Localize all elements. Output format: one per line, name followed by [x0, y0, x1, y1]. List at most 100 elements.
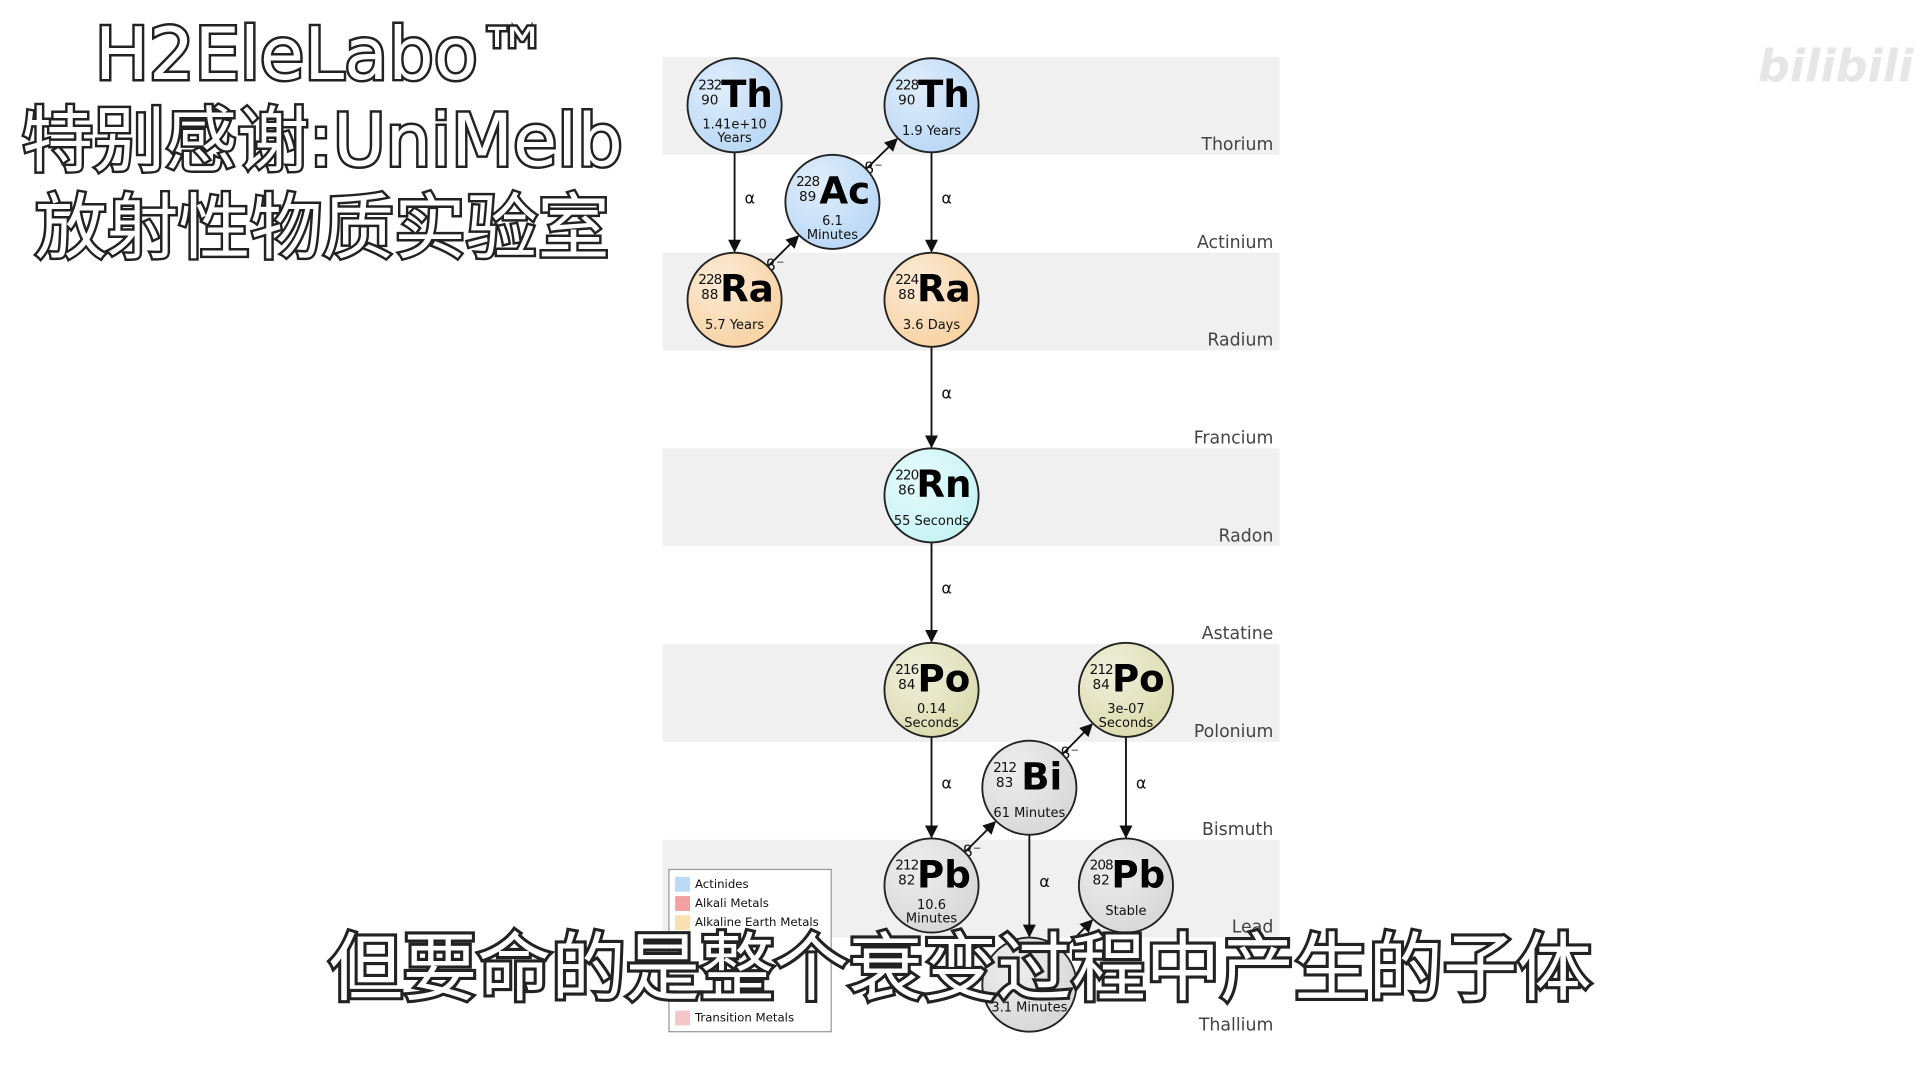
watermark: bilibili — [1758, 40, 1914, 92]
atomic-number: 83 — [996, 775, 1013, 791]
atomic-number: 82 — [1093, 873, 1110, 889]
mass-number: 228 — [895, 77, 918, 93]
half-life: Years — [716, 131, 752, 146]
isotope-shine — [786, 156, 879, 248]
half-life: Minutes — [906, 911, 957, 926]
isotope-shine — [885, 59, 978, 152]
mass-number: 228 — [698, 272, 721, 288]
row-label: Francium — [1194, 428, 1274, 448]
mass-number: 224 — [895, 272, 918, 288]
mass-number: 208 — [1090, 858, 1113, 874]
half-life: 1.9 Years — [902, 124, 961, 139]
half-life: 1.41e+10 — [702, 118, 766, 133]
decay-label: α — [941, 773, 952, 792]
half-life: 3.1 Minutes — [991, 1001, 1067, 1016]
legend-box — [668, 868, 832, 1033]
half-life: Seconds — [1099, 716, 1154, 731]
atomic-number: 82 — [898, 873, 915, 889]
half-life: 5.7 Years — [705, 318, 764, 333]
atomic-number: 90 — [898, 92, 915, 108]
isotope-symbol: Rn — [916, 463, 971, 506]
decay-label: α — [941, 383, 952, 402]
header-line: 放射性物质实验室 — [35, 185, 610, 269]
isotope-shine — [885, 644, 978, 736]
isotope-symbol: Bi — [1021, 756, 1062, 799]
row-label: Radon — [1218, 526, 1273, 546]
mass-number: 228 — [796, 174, 819, 190]
mass-number: 212 — [895, 858, 918, 874]
mass-number: 212 — [1090, 662, 1113, 678]
header-line: H2EleLabo™ — [95, 12, 550, 96]
half-life: 3e-07 — [1107, 702, 1145, 717]
atomic-number: 89 — [799, 189, 816, 205]
atomic-number: 84 — [898, 677, 915, 693]
legend-swatch — [675, 876, 690, 892]
isotope-shine — [885, 839, 978, 932]
isotope-shine — [688, 59, 781, 152]
half-life: 55 Seconds — [894, 514, 970, 529]
decay-arrow — [964, 820, 997, 853]
decay-label: α — [941, 578, 952, 597]
isotope-shine — [1080, 839, 1172, 932]
half-life: Minutes — [807, 228, 858, 243]
half-life: 3.6 Days — [903, 318, 960, 333]
isotope-shine — [688, 253, 781, 346]
row-label: Polonium — [1194, 722, 1274, 742]
half-life: 10.6 — [917, 898, 946, 913]
half-life: 61 Minutes — [993, 806, 1065, 821]
mass-number: 216 — [895, 662, 918, 678]
isotope-shine — [1080, 644, 1172, 736]
half-life: 6.1 — [822, 214, 843, 229]
decay-label: α — [941, 188, 952, 207]
isotope-symbol: Th — [918, 73, 970, 116]
legend-label: Transition Metals — [694, 1011, 794, 1025]
isotope-shine — [983, 938, 1076, 1031]
atomic-number: 84 — [1093, 677, 1110, 693]
isotope-shine — [983, 741, 1076, 834]
legend-swatch — [675, 915, 690, 931]
isotope-symbol: Po — [1112, 658, 1165, 701]
isotope-symbol: Ra — [917, 268, 971, 311]
row-label: Bismuth — [1202, 820, 1273, 840]
legend-label: Alkaline Earth Metals — [695, 915, 819, 929]
isotope-symbol: Th — [721, 73, 773, 116]
isotope-symbol: Ac — [819, 170, 870, 213]
row-label: Astatine — [1202, 624, 1274, 644]
atomic-number: 88 — [898, 287, 915, 303]
isotope-symbol: Pb — [917, 853, 971, 896]
legend-swatch — [675, 896, 690, 911]
decay-label: α — [1136, 773, 1147, 792]
row-label: Thorium — [1200, 135, 1273, 155]
row-label: Lead — [1232, 918, 1274, 938]
decay-arrow — [1061, 723, 1093, 755]
decay-label: α — [1039, 872, 1050, 891]
legend-label: Alkali Metals — [695, 896, 769, 910]
row-label: Actinium — [1197, 233, 1273, 253]
atomic-number: 86 — [898, 482, 915, 498]
mass-number: 212 — [993, 760, 1016, 776]
half-life: Seconds — [904, 716, 959, 731]
header-line: 特别感谢:UniMelb — [22, 99, 623, 183]
legend-swatch — [675, 1010, 690, 1026]
isotope-shine — [885, 449, 978, 542]
decay-arrow — [767, 235, 800, 268]
isotope-shine — [885, 253, 978, 346]
half-life: 0.14 — [917, 702, 946, 717]
row-label: Radium — [1207, 331, 1273, 351]
atomic-number: 90 — [701, 92, 718, 108]
isotope-symbol: Pb — [1111, 853, 1165, 896]
legend-label: Actinides — [695, 877, 749, 891]
mass-number: 232 — [698, 77, 721, 93]
subtitle-caption: 但要命的是整个衰变过程中产生的子体 — [328, 925, 1591, 1012]
mass-number: 220 — [895, 468, 918, 484]
atomic-number: 88 — [701, 287, 718, 303]
decay-arrow — [865, 138, 898, 170]
row-label: Thallium — [1198, 1016, 1274, 1036]
isotope-symbol: Ra — [720, 268, 774, 311]
isotope-symbol: Po — [918, 658, 971, 701]
legend: Actinides Alkali Metals Alkaline Earth Met… — [668, 868, 832, 1033]
